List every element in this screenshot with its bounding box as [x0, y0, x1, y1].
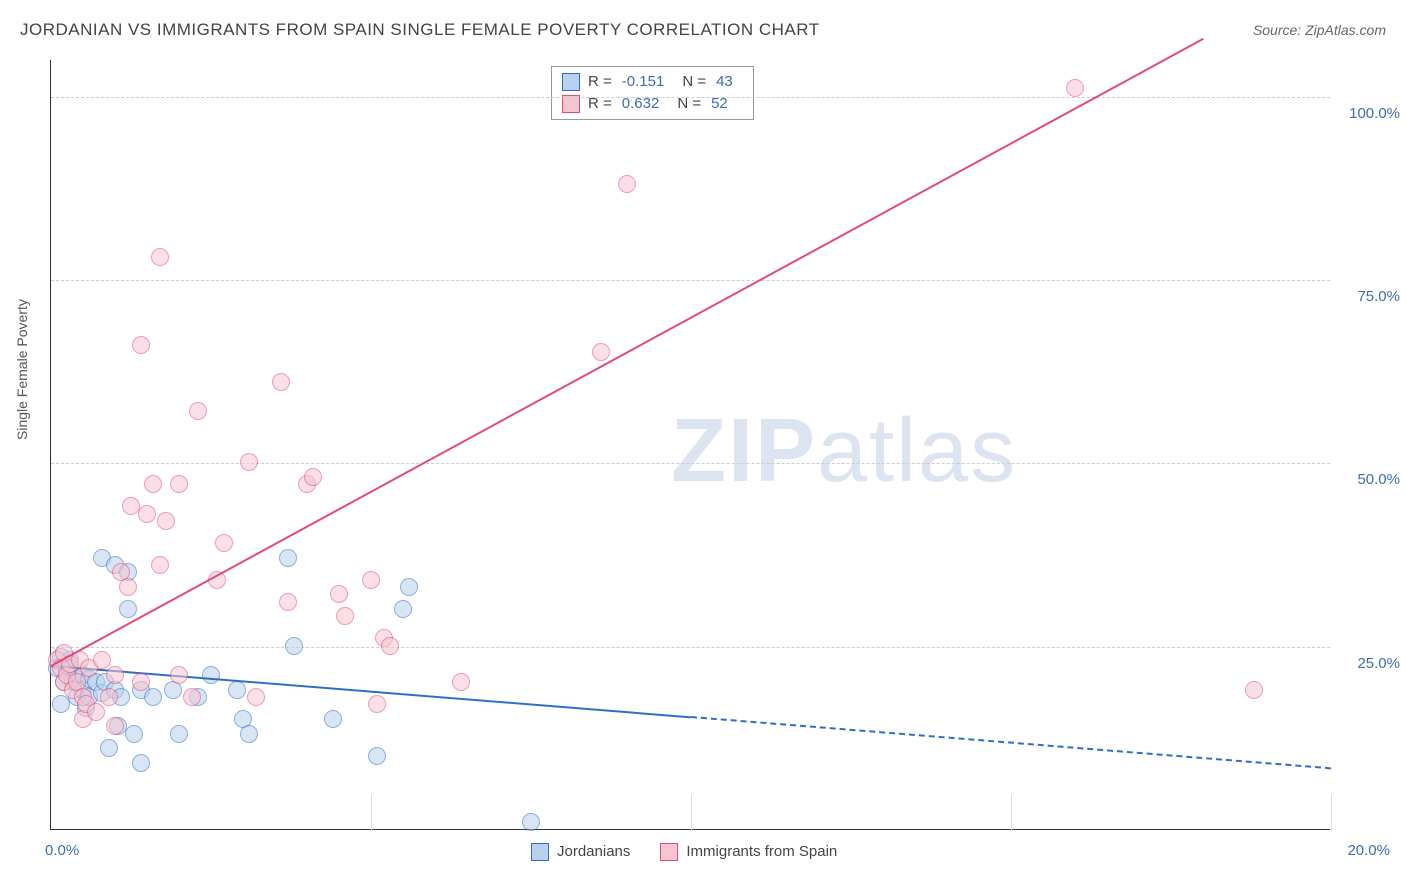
stats-legend: R =-0.151N =43R =0.632N =52	[551, 66, 754, 120]
data-point	[106, 717, 124, 735]
data-point	[125, 725, 143, 743]
source-label: Source: ZipAtlas.com	[1253, 22, 1386, 38]
legend-item: Jordanians	[531, 841, 630, 863]
y-axis-title: Single Female Poverty	[14, 299, 30, 440]
data-point	[592, 343, 610, 361]
gridline-v	[371, 795, 372, 830]
data-point	[132, 336, 150, 354]
data-point	[100, 739, 118, 757]
data-point	[132, 754, 150, 772]
gridline-h	[51, 280, 1330, 281]
data-point	[240, 725, 258, 743]
plot-area: ZIPatlas R =-0.151N =43R =0.632N =52 Jor…	[50, 60, 1330, 830]
data-point	[452, 673, 470, 691]
data-point	[151, 248, 169, 266]
legend-label: Immigrants from Spain	[686, 841, 837, 863]
watermark-bold: ZIP	[671, 401, 817, 501]
y-tick-label: 75.0%	[1357, 288, 1400, 305]
data-point	[1066, 79, 1084, 97]
gridline-v	[1331, 795, 1332, 830]
data-point	[285, 637, 303, 655]
stats-legend-row: R = -0.151 N = 43	[562, 71, 743, 93]
data-point	[119, 600, 137, 618]
watermark-light: atlas	[817, 401, 1017, 501]
gridline-h	[51, 647, 1330, 648]
trend-line	[691, 716, 1331, 769]
data-point	[151, 556, 169, 574]
data-point	[362, 571, 380, 589]
data-point	[170, 666, 188, 684]
x-tick-min: 0.0%	[45, 842, 79, 859]
trend-line	[51, 38, 1204, 667]
n-value: 43	[716, 71, 733, 93]
data-point	[144, 475, 162, 493]
data-point	[183, 688, 201, 706]
data-point	[100, 688, 118, 706]
r-label: R =	[588, 71, 612, 93]
data-point	[157, 512, 175, 530]
data-point	[279, 593, 297, 611]
r-value: -0.151	[622, 71, 665, 93]
data-point	[202, 666, 220, 684]
legend-swatch	[562, 95, 580, 113]
data-point	[170, 475, 188, 493]
legend-swatch	[660, 843, 678, 861]
data-point	[394, 600, 412, 618]
data-point	[381, 637, 399, 655]
data-point	[87, 703, 105, 721]
data-point	[170, 725, 188, 743]
legend-item: Immigrants from Spain	[660, 841, 837, 863]
data-point	[1245, 681, 1263, 699]
data-point	[228, 681, 246, 699]
data-point	[247, 688, 265, 706]
data-point	[279, 549, 297, 567]
data-point	[144, 688, 162, 706]
data-point	[618, 175, 636, 193]
data-point	[324, 710, 342, 728]
data-point	[240, 453, 258, 471]
legend-swatch	[562, 73, 580, 91]
data-point	[336, 607, 354, 625]
n-label: N =	[682, 71, 706, 93]
data-point	[138, 505, 156, 523]
x-tick-max: 20.0%	[1347, 842, 1390, 859]
data-point	[368, 747, 386, 765]
data-point	[132, 673, 150, 691]
y-tick-label: 50.0%	[1357, 471, 1400, 488]
data-point	[119, 578, 137, 596]
data-point	[368, 695, 386, 713]
gridline-v	[691, 795, 692, 830]
legend-label: Jordanians	[557, 841, 630, 863]
data-point	[106, 666, 124, 684]
gridline-h	[51, 97, 1330, 98]
data-point	[272, 373, 290, 391]
y-tick-label: 25.0%	[1357, 655, 1400, 672]
watermark: ZIPatlas	[671, 400, 1017, 503]
data-point	[215, 534, 233, 552]
legend-swatch	[531, 843, 549, 861]
bottom-legend: Jordanians Immigrants from Spain	[531, 841, 837, 863]
data-point	[93, 651, 111, 669]
data-point	[330, 585, 348, 603]
data-point	[522, 813, 540, 831]
data-point	[304, 468, 322, 486]
y-tick-label: 100.0%	[1349, 105, 1400, 122]
data-point	[400, 578, 418, 596]
data-point	[189, 402, 207, 420]
gridline-v	[1011, 795, 1012, 830]
chart-title: JORDANIAN VS IMMIGRANTS FROM SPAIN SINGL…	[20, 20, 820, 40]
